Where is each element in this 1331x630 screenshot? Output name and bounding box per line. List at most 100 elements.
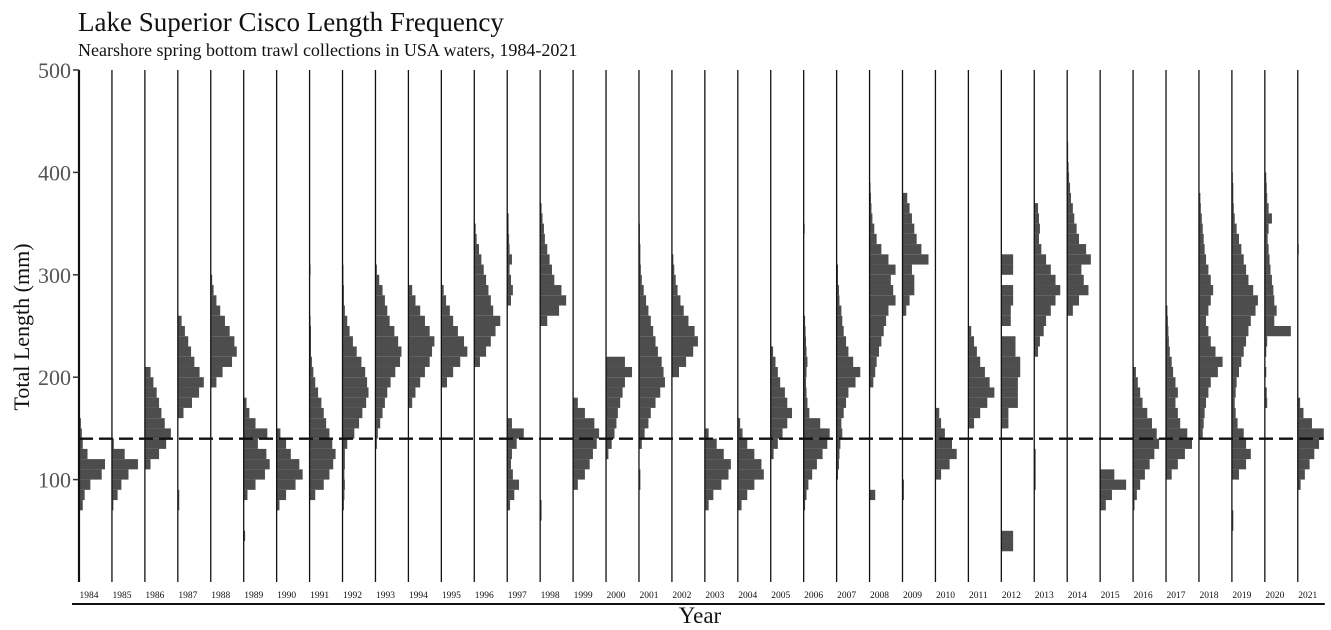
- bar-2020-240: [1264, 326, 1291, 337]
- bar-1988-240: [210, 326, 230, 337]
- bar-2015-70: [1100, 500, 1106, 511]
- bar-2001-200: [638, 366, 664, 378]
- bar-2004-120: [737, 448, 755, 460]
- bar-2008-200: [869, 366, 876, 378]
- bar-1993-160: [375, 407, 383, 419]
- bar-1999-140: [573, 428, 600, 439]
- year-label: 1994: [409, 591, 428, 601]
- bar-2019-60: [1231, 510, 1234, 521]
- bar-2000-180: [606, 387, 623, 398]
- bar-2001-310: [638, 254, 641, 265]
- bar-2018-300: [1198, 264, 1209, 275]
- panel-2004: 2004: [730, 70, 765, 605]
- bar-2007-200: [836, 366, 861, 378]
- bar-1988-220: [210, 346, 237, 357]
- bar-2008-190: [869, 377, 874, 388]
- bar-1993-250: [375, 315, 390, 326]
- bar-2009-280: [902, 285, 915, 296]
- bar-2008-230: [869, 336, 882, 347]
- bar-2012-160: [1001, 407, 1009, 419]
- bar-2019-320: [1231, 244, 1242, 255]
- bar-2004-110: [737, 459, 762, 470]
- bar-1990-130: [276, 438, 287, 449]
- bar-2007-300: [836, 264, 839, 275]
- bar-2000-210: [606, 356, 625, 367]
- year-label: 2008: [870, 591, 889, 601]
- bar-2020-220: [1264, 346, 1267, 357]
- bar-1987-190: [177, 377, 204, 388]
- y-tick-label: 100: [38, 468, 71, 493]
- bar-2011-190: [968, 377, 990, 388]
- bar-1992-190: [342, 377, 368, 388]
- year-label: 2006: [804, 591, 823, 601]
- bar-1999-100: [573, 469, 585, 480]
- bar-1991-240: [309, 326, 311, 337]
- bar-2016-100: [1133, 469, 1145, 480]
- x-axis-label: Year: [678, 603, 722, 628]
- panel-1990: 1990: [269, 70, 304, 605]
- bar-2019-210: [1231, 356, 1242, 367]
- bar-1994-210: [408, 356, 430, 367]
- bar-1998-330: [540, 233, 545, 245]
- bar-2018-280: [1198, 285, 1214, 296]
- panel-1991: 1991: [302, 70, 337, 605]
- bar-2013-240: [1034, 326, 1044, 337]
- bar-2007-170: [836, 397, 847, 408]
- bar-2016-200: [1133, 366, 1136, 378]
- bar-2005-140: [770, 428, 783, 439]
- bar-1988-280: [210, 285, 214, 296]
- bar-1987-220: [177, 346, 192, 357]
- bar-1998-350: [540, 213, 543, 224]
- bar-2001-250: [638, 315, 651, 326]
- bar-2012-310: [1001, 254, 1014, 265]
- bar-1995-260: [441, 305, 450, 316]
- bar-2015-80: [1100, 489, 1112, 501]
- bar-2013-290: [1034, 274, 1056, 286]
- bar-2017-250: [1166, 315, 1168, 326]
- bar-2008-330: [869, 233, 877, 245]
- bar-2019-370: [1231, 192, 1234, 204]
- bar-1997-70: [507, 500, 511, 511]
- bar-1986-180: [144, 387, 157, 398]
- bar-1988-190: [210, 377, 217, 388]
- panel-2008: 2008: [862, 70, 897, 605]
- bar-2005-160: [770, 407, 793, 419]
- bar-1986-130: [144, 438, 167, 449]
- panel-1997: 1997: [500, 70, 535, 605]
- bar-2001-290: [638, 274, 642, 286]
- bar-2004-150: [737, 418, 741, 429]
- bar-1995-270: [441, 295, 447, 306]
- bar-2011-180: [968, 387, 995, 398]
- bar-1986-140: [144, 428, 171, 439]
- bar-2019-180: [1231, 387, 1236, 398]
- bar-2014-260: [1067, 305, 1073, 316]
- bar-1986-110: [144, 459, 151, 470]
- bar-2000-160: [606, 407, 618, 419]
- bar-2014-300: [1067, 264, 1082, 275]
- bar-1994-200: [408, 366, 425, 378]
- bar-1998-280: [540, 285, 562, 296]
- bar-1990-140: [276, 428, 281, 439]
- bar-1984-70: [79, 500, 83, 511]
- bar-1987-160: [177, 407, 184, 419]
- bar-2019-130: [1231, 438, 1247, 449]
- bar-1994-270: [408, 295, 416, 306]
- bar-2012-170: [1001, 397, 1018, 408]
- bar-2005-120: [770, 448, 774, 460]
- bar-1998-250: [540, 315, 548, 326]
- bar-2006-160: [803, 407, 810, 419]
- bar-2020-270: [1264, 295, 1275, 306]
- bar-2020-250: [1264, 315, 1275, 326]
- bar-2003-110: [704, 459, 731, 470]
- year-panels: 1984 1985 1986 1987 1988 1989 1990 1991 1992 1993…: [72, 70, 1325, 605]
- bar-2017-140: [1166, 428, 1188, 439]
- bar-2009-320: [902, 244, 922, 255]
- bar-2011-200: [968, 366, 985, 378]
- bar-2020-200: [1264, 366, 1267, 378]
- bar-2017-240: [1166, 326, 1169, 337]
- bar-1993-260: [375, 305, 388, 316]
- bar-1992-120: [342, 448, 345, 460]
- bar-2006-150: [803, 418, 821, 429]
- bar-1992-260: [342, 305, 345, 316]
